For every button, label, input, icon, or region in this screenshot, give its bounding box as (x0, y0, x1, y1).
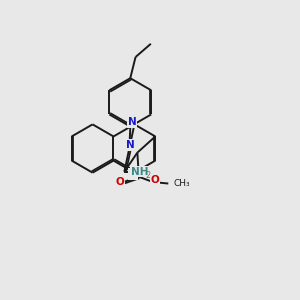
Text: O: O (115, 177, 124, 187)
Text: 2: 2 (146, 171, 151, 180)
Text: CH₃: CH₃ (174, 179, 190, 188)
Text: NH: NH (131, 167, 148, 177)
Text: N: N (127, 140, 135, 150)
Text: O: O (150, 175, 159, 185)
Text: N: N (129, 169, 137, 179)
Text: N: N (128, 117, 136, 127)
